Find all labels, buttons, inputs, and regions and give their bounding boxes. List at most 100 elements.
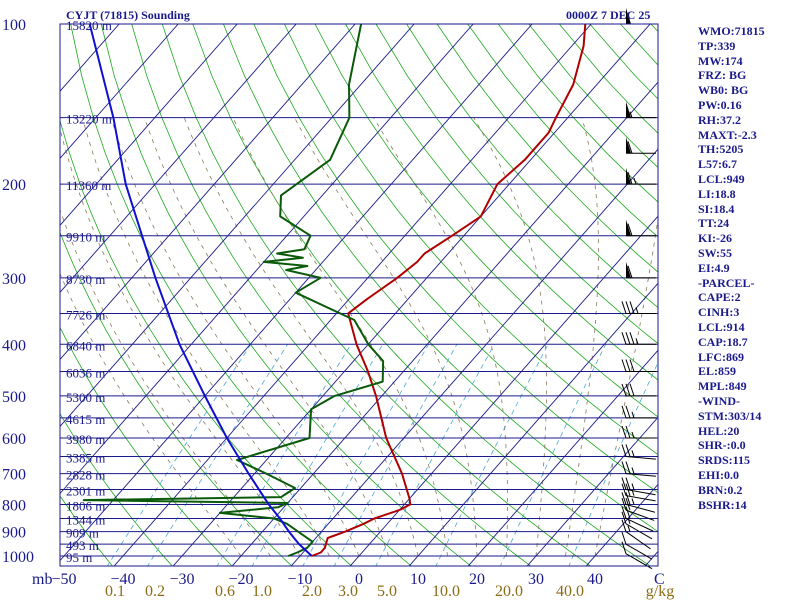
wind-barb-half-flag: [633, 177, 637, 185]
isotherm-line: [60, 24, 474, 495]
moist-adiabat-line: [232, 117, 448, 557]
index-item: SW:55: [698, 245, 733, 260]
index-item: CAP:18.7: [698, 334, 748, 349]
isotherm-line: [60, 24, 61, 25]
height-label: 8730 m: [66, 272, 105, 287]
wind-barbs: [621, 8, 656, 570]
dry-adiabat-line: [60, 119, 353, 566]
wind-barb-flag: [621, 497, 627, 511]
wind-barb-pennant: [626, 8, 631, 24]
height-label: 909 m: [66, 526, 99, 541]
height-label: 6840 m: [66, 338, 105, 353]
wind-barb-half-flag: [635, 338, 639, 345]
wind-barb-shaft: [625, 509, 655, 521]
index-item: TH:5205: [698, 142, 744, 157]
mixing-ratio-label: 0.1: [105, 583, 125, 600]
wind-barb-flag: [625, 332, 631, 345]
moist-adiabat-line: [594, 216, 658, 557]
wind-barb-pennant: [626, 101, 631, 118]
mixing-ratio-line: [216, 344, 352, 566]
wind-barb-flag: [625, 383, 631, 397]
index-item: BRN:0.2: [698, 482, 743, 497]
dry-adiabat-line: [314, 24, 658, 418]
height-label: 3385 m: [66, 450, 105, 465]
dry-adiabat-line: [100, 24, 472, 566]
wind-barb-pennant: [626, 168, 631, 185]
wind-barb-flag: [625, 506, 631, 519]
pressure-tick-label: 900: [2, 525, 26, 542]
wind-barb-half-flag: [631, 450, 635, 457]
wind-barb-flag: [625, 301, 631, 314]
wind-barb: [621, 531, 653, 560]
mixing-ratio-line: [333, 344, 458, 566]
mixing-ratio-line: [375, 344, 495, 566]
isotherm-line: [349, 215, 658, 566]
moist-adiabat-line: [144, 117, 389, 557]
index-item: TP:339: [698, 38, 736, 53]
isotherm-line: [113, 24, 592, 566]
stability-indices-list: WMO:71815 TP:339 MW:174 FRZ: BG WB0: BG PW:0.…: [698, 24, 798, 512]
index-item: SRDS:115: [698, 453, 751, 468]
wind-barb-flag: [627, 141, 633, 154]
isotherm-line: [290, 148, 658, 566]
mixing-ratio-label: 3.0: [338, 583, 358, 600]
wind-barb-half-flag: [627, 517, 631, 524]
wind-barb-flag: [625, 492, 631, 505]
mixing-ratio-label: 1.0: [252, 583, 272, 600]
isotherm-lines: [0, 24, 658, 567]
temperature-tick-label: −20: [228, 571, 253, 588]
mixing-ratio-label: 0.6: [215, 583, 235, 600]
height-label: 2301 m: [66, 484, 105, 499]
dry-adiabat-line: [131, 24, 532, 566]
wind-barb-flag: [621, 461, 627, 474]
temperature-tick-label: 0: [355, 571, 363, 588]
wind-barb-pennant: [626, 261, 631, 278]
dewpoint-profile-line: [82, 24, 385, 557]
index-item: TT:24: [698, 216, 730, 231]
dry-adiabat-line: [436, 24, 658, 273]
wind-barb-flag: [621, 511, 627, 524]
wind-barb-flag: [627, 171, 633, 185]
dry-adiabat-line: [60, 326, 233, 566]
wind-barb-half-flag: [635, 307, 639, 314]
temperature-tick-label: 30: [528, 571, 544, 588]
isotherm-line: [526, 416, 658, 566]
index-item: CAPE:2: [698, 290, 741, 305]
wind-barb-shaft: [625, 523, 653, 540]
isotherm-line: [0, 24, 1, 567]
wind-barb-flag: [625, 425, 631, 439]
wind-barb-shaft: [625, 517, 654, 532]
index-item: -WIND-: [698, 393, 740, 408]
wind-barb: [621, 519, 651, 550]
chart-title: CYJT (71815) Sounding: [66, 8, 190, 22]
mixing-ratio-label: 0.2: [145, 583, 165, 600]
index-item: LFC:869: [698, 349, 744, 364]
isotherm-line: [172, 24, 651, 566]
moist-adiabat-line: [110, 117, 360, 557]
wind-barb: [621, 477, 656, 496]
wind-barb: [626, 219, 656, 237]
wind-barb: [621, 506, 654, 532]
moist-adiabat-line: [183, 117, 419, 557]
wind-barb-flag: [627, 223, 633, 236]
height-label: 13220 m: [66, 112, 112, 127]
index-item: WB0: BG: [698, 83, 749, 98]
index-item: LCL:949: [698, 171, 745, 186]
wind-barb-flag: [625, 461, 631, 474]
mixing-ratio-label: 10.0: [432, 583, 460, 600]
index-item: LCL:914: [698, 319, 745, 334]
index-item: EI:4.9: [698, 260, 730, 275]
isotherm-line: [60, 24, 297, 294]
wind-barb-half-flag: [631, 467, 635, 474]
wind-barb-shaft: [625, 543, 653, 560]
isotherm-line: [408, 282, 658, 566]
dry-adiabat-line: [253, 24, 658, 494]
wind-barb-flag: [629, 332, 635, 345]
wind-barb-shaft: [625, 531, 651, 550]
height-label: 15820 m: [66, 18, 112, 33]
height-label: 6036 m: [66, 366, 105, 381]
wind-barb: [621, 405, 656, 419]
wind-barb-flag: [621, 383, 627, 397]
wind-barb: [621, 332, 656, 345]
wind-barb-half-flag: [631, 483, 635, 490]
